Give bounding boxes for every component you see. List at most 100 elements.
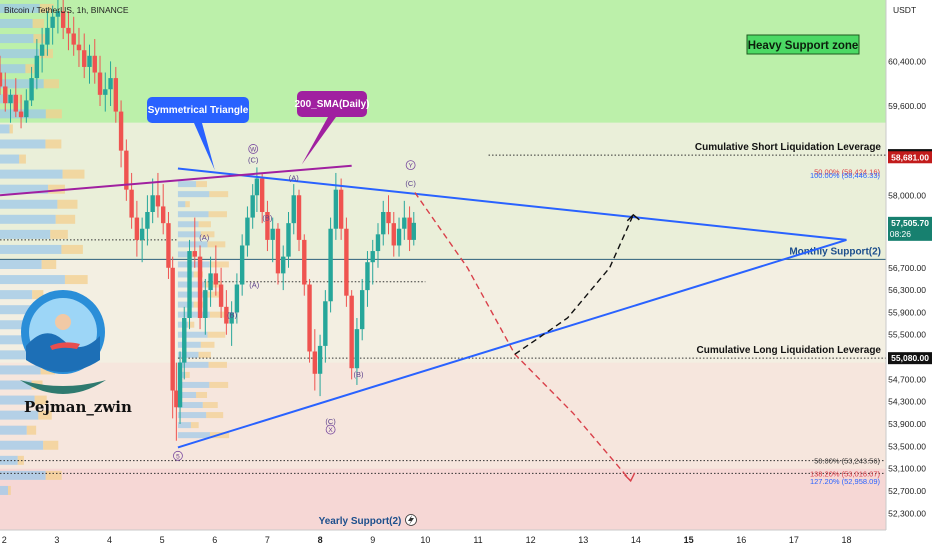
logo-wave (26, 333, 100, 372)
volume-profile-bar (45, 470, 62, 480)
volume-profile-bar (39, 3, 54, 13)
candle-body-53 (270, 228, 275, 240)
candle-body-75 (386, 212, 391, 224)
triangle-upper-line (177, 167, 847, 241)
candle-body-62 (317, 345, 323, 374)
time-tick-label-2: 4 (107, 535, 112, 545)
candle-body-52 (265, 212, 270, 240)
candle-body-37 (187, 251, 192, 318)
volume-profile-bar (0, 395, 35, 405)
fib-label-4: 127.20% (52,958.09) (810, 477, 881, 486)
volume-profile-bar (177, 351, 199, 358)
volume-profile-bar (196, 181, 207, 188)
price-badge-box (888, 151, 932, 164)
wave-label-ring (173, 450, 183, 461)
heavy-support-zone-label: Heavy Support zone (746, 34, 860, 55)
candle-body-71 (365, 262, 370, 291)
price-tick-label-8: 54,300.00 (888, 397, 926, 407)
candle-body-74 (381, 212, 386, 235)
candle-body-35 (177, 362, 183, 408)
candle-body-70 (359, 290, 365, 330)
volume-profile-bar (43, 440, 59, 450)
wave-label-11: X (325, 424, 336, 435)
wave-label-text: (C) (405, 179, 416, 188)
candle-body-61 (312, 351, 318, 374)
candle-body-41 (208, 273, 213, 291)
candle-body-1 (3, 86, 8, 104)
candle-body-49 (250, 195, 255, 218)
volume-profile-bar (0, 199, 58, 209)
author-name: Pejman_zwin (24, 398, 132, 416)
zone-label-text: Heavy Support zone (748, 40, 859, 52)
volume-profile-bar (48, 184, 65, 194)
candle-body-73 (375, 234, 381, 252)
volume-profile-bar (177, 221, 199, 228)
volume-profile-bar (177, 361, 209, 368)
candle-body-68 (349, 295, 354, 369)
price-tick-label-7: 54,700.00 (888, 374, 926, 384)
candle-body-54 (275, 228, 281, 274)
candle-body-22 (113, 78, 119, 112)
volume-profile-bar (0, 320, 34, 330)
volume-profile-bar (57, 199, 78, 209)
candle-body-72 (370, 251, 375, 263)
volume-profile-bar (177, 331, 208, 338)
time-tick-label-7: 9 (370, 535, 375, 545)
logo-whale-tail (20, 380, 106, 394)
volume-profile-bar (177, 341, 201, 348)
candle-body-77 (396, 228, 402, 246)
wave-label-text: (B) (354, 370, 365, 379)
price-tick-label-6: 55,500.00 (888, 330, 926, 340)
time-tick-label-6: 8 (318, 535, 323, 545)
volume-profile-bar (177, 241, 208, 248)
candle-body-15 (76, 44, 82, 51)
wave-label-text: (B) (227, 311, 238, 320)
time-tick-label-16: 18 (842, 535, 852, 545)
zone-0 (0, 0, 886, 123)
candle-body-63 (323, 301, 328, 346)
volume-profile-bar (185, 201, 190, 208)
wave-label-text: (C) (248, 156, 259, 165)
price-axis-background (886, 0, 932, 550)
volume-profile-bar (0, 260, 42, 269)
price-axis: 60,400.00 59,600.00 58,000.00 56,700.00 56,3… (885, 0, 932, 550)
price-tick-label-0: 60,400.00 (888, 56, 926, 66)
wave-label-0: W (248, 144, 259, 154)
callout-1: 200_SMA(Daily) (294, 91, 370, 165)
volume-profile-bar (208, 361, 227, 368)
candle-body-2 (8, 94, 13, 104)
wave-label-ring (325, 424, 336, 435)
yearly-support-label: Yearly Support(2) (319, 516, 402, 527)
level-label-0: Cumulative Short Liquidation Leverage (695, 142, 882, 153)
wave-label-text: (A) (249, 281, 260, 290)
volume-profile-bar (25, 64, 35, 74)
volume-profile-bar (39, 49, 53, 59)
volume-profile-bar (190, 422, 199, 429)
triangle-lower-line (177, 238, 847, 449)
volume-profile-bar (0, 34, 34, 44)
fib-label-3: 138.20% (53,016.07) (810, 469, 881, 478)
volume-profile-bar (208, 211, 227, 218)
candle-body-11 (55, 11, 61, 17)
volume-profile-bar (55, 214, 76, 224)
fib-label-0: 50.00% (58,424.16) (814, 168, 880, 177)
wave-label-7: (B) (262, 214, 273, 223)
time-axis: 2 3 4 5 6 7 8 9 10 11 12 13 14 15 16 17 18 (0, 529, 932, 550)
wave-label-text: (A) (199, 233, 210, 242)
candle-body-14 (71, 33, 76, 45)
candle-body-55 (281, 256, 286, 274)
candle-body-39 (197, 256, 203, 318)
volume-profile-bar (45, 139, 62, 149)
candle-body-45 (229, 312, 234, 324)
time-tick-label-5: 7 (265, 535, 270, 545)
time-tick-label-15: 17 (789, 535, 799, 545)
candle-body-29 (150, 195, 155, 212)
price-tick-label-3: 56,700.00 (888, 263, 926, 273)
callout-label: Symmetrical Triangle (148, 105, 249, 116)
price-tick-label-12: 52,700.00 (888, 486, 926, 496)
candle-body-46 (234, 284, 240, 313)
yearly-support-bolt-glyph (408, 515, 414, 525)
candle-body-21 (108, 78, 113, 90)
volume-profile-bar (38, 410, 52, 420)
